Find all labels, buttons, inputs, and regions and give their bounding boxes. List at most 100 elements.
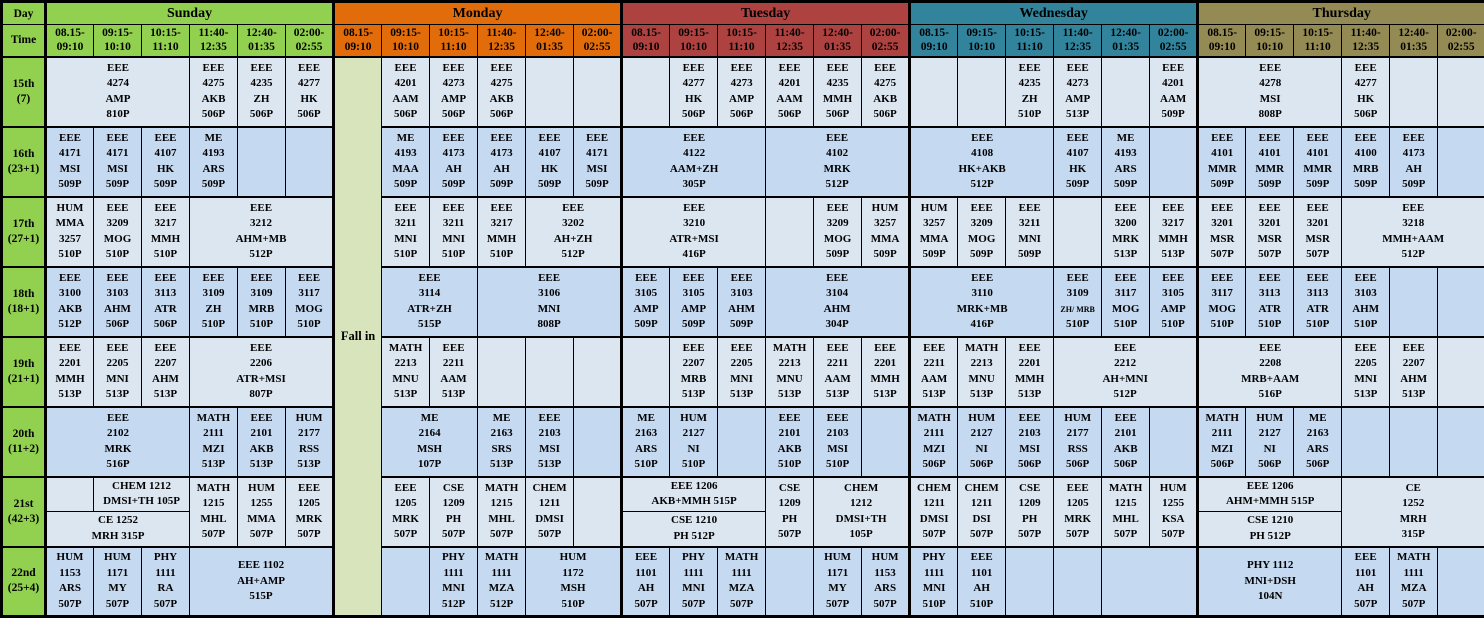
class-cell-line: EEE	[250, 341, 273, 354]
class-cell: EEE 3105 AMP 509P	[669, 265, 719, 337]
class-cell-line: AH	[493, 162, 510, 175]
class-cell-line: 506P	[105, 318, 130, 330]
class-cell-line: 2213	[778, 357, 801, 369]
class-cell-line: 509P	[1354, 178, 1378, 190]
date-cell: 18th (18+1)	[1, 265, 46, 337]
class-cell-line: EEE	[490, 131, 513, 144]
class-cell-line: 2213	[970, 357, 993, 369]
class-cell-line: 507P	[201, 528, 226, 540]
class-cell: PHY 1111 MNI 512P	[429, 545, 479, 617]
class-cell-line: EEE	[106, 341, 129, 354]
class-cell: EEE 4102 MRK 512P	[765, 125, 911, 197]
class-cell-line: MSI	[1259, 92, 1281, 105]
class-cell-line: MMH	[150, 232, 181, 245]
class-cell: EEE 3209 MOG 509P	[957, 195, 1007, 267]
empty-cell	[1437, 335, 1484, 407]
class-cell: EEE 3109 MRB 510P	[237, 265, 286, 337]
class-cell: HUM 3257 MMA 509P	[908, 195, 959, 267]
empty-cell	[573, 335, 623, 407]
class-cell-line: 506P	[681, 108, 706, 120]
class-cell-line: 1111	[731, 566, 752, 579]
class-cell-line: 4273	[730, 77, 753, 89]
class-cell-line: EEE	[490, 61, 513, 74]
class-cell-line: 512P	[825, 178, 849, 190]
class-cell: EEE 2207 AHM 513P	[141, 335, 190, 407]
class-cell-line: 510P	[681, 458, 706, 470]
class-cell-line: EEE	[1162, 61, 1185, 74]
class-cell-line: 4235	[250, 77, 273, 89]
class-cell-line: 506P	[1114, 458, 1138, 470]
class-cell-line: MZA	[1400, 582, 1427, 595]
class-cell-line: EEE	[58, 341, 81, 354]
class-cell-line: 512P	[249, 248, 273, 260]
class-cell-line: EEE	[562, 201, 585, 214]
class-cell: MATH 2111 MZI 506P	[908, 405, 959, 477]
class-cell-line: 4277	[1354, 77, 1377, 89]
class-cell-line: 507P	[249, 528, 274, 540]
class-cell-line: 510P	[393, 248, 418, 260]
class-cell-line: MATH	[917, 411, 951, 424]
class-cell-line: EEE	[635, 271, 658, 284]
class-cell-line: 506P	[249, 108, 274, 120]
empty-cell	[1053, 545, 1103, 617]
class-cell: EEE 1206 AKB+MMH 515P	[620, 475, 767, 512]
class-cell-line: EEE	[1354, 341, 1377, 354]
class-cell-line: EEE	[1211, 201, 1234, 214]
class-cell: EEE 2101 AKB 510P	[765, 405, 815, 477]
class-cell-line: MNI	[1018, 232, 1041, 245]
class-cell-line: 2111	[923, 427, 945, 439]
date-cell-line: (42+3)	[7, 512, 40, 525]
class-cell: EEE 4173 AH 509P	[429, 125, 479, 197]
class-cell-line: 1211	[970, 497, 993, 509]
class-cell-line: 4173	[442, 147, 465, 159]
class-cell-line: AH	[973, 582, 990, 595]
class-cell-line: 4107	[538, 147, 561, 159]
class-cell-line: MOG	[1111, 302, 1140, 315]
class-cell-line: MATH	[1205, 411, 1239, 424]
time-slot-line: 12:35	[1064, 41, 1092, 54]
class-cell-line: HUM	[248, 481, 275, 494]
class-cell-line: 4235	[826, 77, 849, 89]
class-cell-line: 509P	[585, 178, 609, 190]
empty-cell	[1341, 405, 1391, 477]
class-cell-line: 4101	[1211, 147, 1234, 159]
date-cell-line: (18+1)	[7, 302, 40, 315]
class-cell-line: 4102	[826, 147, 849, 159]
class-cell-line: 1101	[635, 566, 657, 579]
class-cell-line: MNI	[1354, 372, 1377, 385]
class-cell-line: MATH	[724, 551, 759, 564]
class-cell-line: 506P	[1018, 458, 1042, 470]
class-cell-line: 3217	[154, 217, 177, 229]
class-cell: EEE 4273 AMP 506P	[717, 55, 767, 127]
class-cell-line: 416P	[682, 248, 706, 260]
class-cell-line: 509P	[1114, 178, 1138, 190]
time-slot-line: 02:00-	[1157, 27, 1189, 40]
class-cell: EEE 2201 MMH 513P	[44, 335, 94, 407]
class-cell-line: 509P	[153, 178, 178, 190]
class-cell-line: EEE	[970, 201, 993, 214]
class-cell-line: MRB+AAM	[1241, 372, 1300, 385]
time-slot-line: 09:10	[56, 41, 84, 54]
class-cell-line: 3117	[1114, 287, 1137, 299]
class-cell: CSE 1209 PH 507P	[765, 475, 815, 547]
class-cell-line: 2101	[250, 427, 273, 439]
class-cell-line: 3113	[1258, 287, 1281, 299]
time-slot-header: 12:40- 01:35	[525, 24, 575, 57]
time-slot-header: 11:40- 12:35	[765, 24, 815, 57]
class-cell-line: 1205	[298, 497, 321, 509]
time-slot-line: 09:10	[920, 41, 948, 54]
class-cell-line: 507P	[1018, 528, 1042, 540]
class-cell-line: 305P	[682, 178, 706, 190]
class-cell-line: CHEM 1212	[112, 479, 171, 492]
class-cell-line: PH	[781, 512, 798, 525]
class-cell: EEE 2103 MSI 510P	[813, 405, 863, 477]
class-cell: EEE 4107 HK 509P	[141, 125, 190, 197]
class-cell: EEE 3217 MMH 510P	[477, 195, 527, 267]
class-cell-line: 507P	[1066, 528, 1090, 540]
time-slot-line: 01:35	[1112, 41, 1140, 54]
time-slot-line: 02:00-	[869, 27, 901, 40]
class-cell-line: 513P	[297, 458, 321, 470]
empty-cell	[717, 405, 767, 477]
class-cell: EEE 3218 MMH+AAM 512P	[1341, 195, 1484, 267]
